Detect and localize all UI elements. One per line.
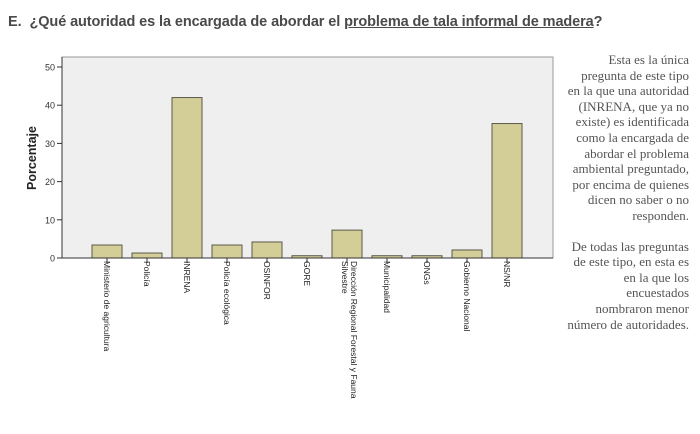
y-tick-label: 40 xyxy=(45,101,55,111)
bar xyxy=(131,252,163,259)
y-tick-label: 0 xyxy=(50,254,55,264)
x-tick-label: ONGs xyxy=(422,261,432,285)
bar xyxy=(171,97,203,259)
x-tick-label: Municipalidad xyxy=(382,261,392,313)
question-underlined-text: problema de tala informal de madera xyxy=(344,14,594,30)
question-title: E. ¿Qué autoridad es la encargada de abor… xyxy=(8,14,603,30)
commentary-paragraph-1: Esta es la única pregunta de este tipo e… xyxy=(567,52,689,223)
y-axis: 0 10 20 30 40 50 xyxy=(45,57,63,264)
y-tick-label: 10 xyxy=(45,215,55,225)
plot-area xyxy=(61,56,554,259)
y-tick-label: 30 xyxy=(45,139,55,149)
bar xyxy=(91,244,123,259)
x-tick-label: Policía ecológica xyxy=(222,261,232,325)
y-tick-label: 20 xyxy=(45,177,55,187)
x-tick-label: Ministerio de agricultura xyxy=(102,261,112,352)
bar xyxy=(491,123,523,259)
x-tick-label: Policía xyxy=(142,261,152,287)
bar xyxy=(451,249,483,259)
y-axis-label: Porcentaje xyxy=(25,126,39,190)
x-tick-label: OSINFOR xyxy=(262,261,272,300)
x-tick-label: Gobierno Nacional xyxy=(462,261,472,332)
bar xyxy=(331,229,363,259)
bar xyxy=(251,241,283,259)
x-axis: Ministerio de agricultura Policía INRENA Po… xyxy=(62,257,553,399)
question-text: ¿Qué autoridad es la encargada de aborda… xyxy=(29,14,345,30)
x-tick-label: NS/NR xyxy=(502,261,512,287)
y-tick-label: 50 xyxy=(45,63,55,73)
bar-chart: 0 10 20 30 40 50 Ministerio de agricultura Pol… xyxy=(25,56,554,399)
question-letter: E. xyxy=(8,14,22,30)
question-mark: ? xyxy=(593,14,603,30)
bar xyxy=(211,244,243,259)
x-tick-label: Dirección Regional Forestal y Fauna xyxy=(349,261,359,399)
x-tick-label: INRENA xyxy=(182,261,192,293)
x-tick-label: GORE xyxy=(302,261,312,286)
x-tick-label: Silvestre xyxy=(340,261,350,294)
commentary-text: Esta es la única pregunta de este tipo e… xyxy=(566,52,689,347)
bars-group xyxy=(91,97,523,259)
commentary-paragraph-2: De todas las preguntas de este tipo, en … xyxy=(567,238,689,332)
